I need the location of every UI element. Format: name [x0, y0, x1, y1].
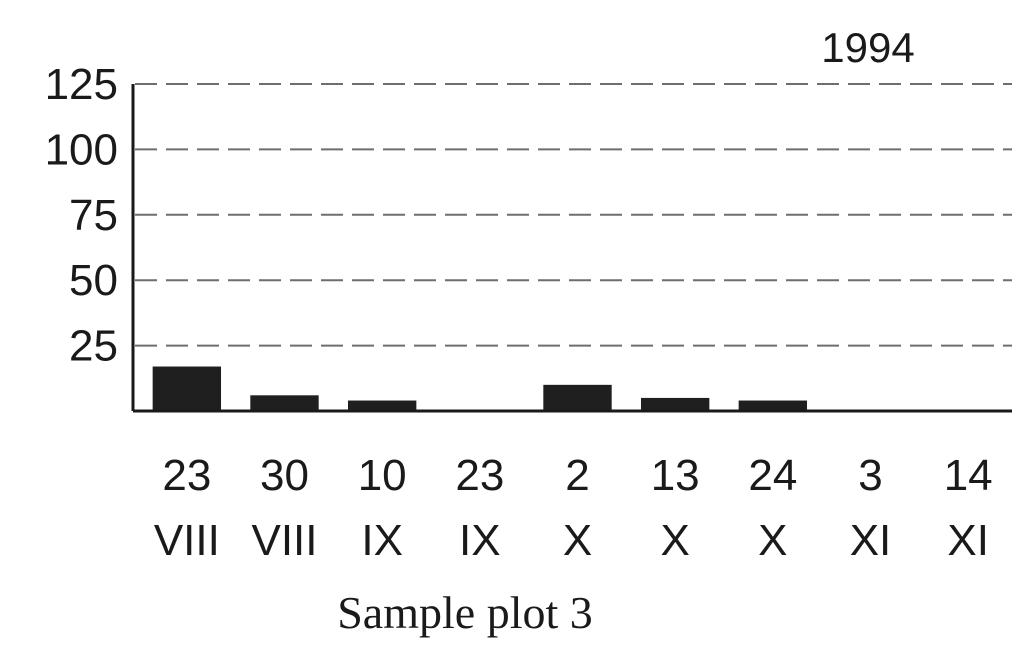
x-tick-day-label: 2 — [565, 451, 589, 500]
grid-layer — [135, 83, 1012, 347]
x-tick-month-label: VIII — [251, 516, 317, 565]
x-tick-day-label: 24 — [748, 451, 797, 500]
x-tick-labels: 23 VIII 30 VIII 10 IX 23 IX 2 X 13 X 24 X 3 XI 14 XI — [154, 451, 993, 565]
x-tick-month-label: IX — [361, 516, 403, 565]
x-tick-month-label: X — [563, 516, 592, 565]
x-tick-month-label: XI — [947, 516, 989, 565]
axis-layer — [131, 84, 1012, 413]
chart-title: 1994 — [821, 24, 914, 71]
x-tick-month-label: X — [660, 516, 689, 565]
bar-layer — [152, 366, 808, 411]
bar — [738, 400, 808, 411]
bar — [640, 397, 710, 411]
x-tick-month-label: X — [758, 516, 787, 565]
y-tick-labels: 25 50 75 100 125 — [45, 60, 118, 371]
y-tick-label: 75 — [69, 191, 118, 240]
y-tick-label: 125 — [45, 60, 118, 109]
x-tick-month-label: IX — [459, 516, 501, 565]
bar — [347, 400, 417, 411]
bar — [250, 395, 319, 411]
x-tick-day-label: 23 — [455, 451, 504, 500]
y-tick-label: 100 — [45, 125, 118, 174]
x-tick-month-label: XI — [850, 516, 892, 565]
x-tick-day-label: 23 — [162, 451, 211, 500]
y-tick-label: 50 — [69, 256, 118, 305]
x-tick-day-label: 14 — [944, 451, 993, 500]
x-tick-day-label: 10 — [358, 451, 407, 500]
y-tick-label: 25 — [69, 322, 118, 371]
x-tick-day-label: 3 — [858, 451, 882, 500]
bar — [543, 384, 612, 411]
x-tick-day-label: 13 — [651, 451, 700, 500]
bar — [152, 366, 222, 411]
x-axis-label: Sample plot 3 — [337, 587, 593, 638]
x-tick-month-label: VIII — [154, 516, 220, 565]
x-tick-day-label: 30 — [260, 451, 309, 500]
